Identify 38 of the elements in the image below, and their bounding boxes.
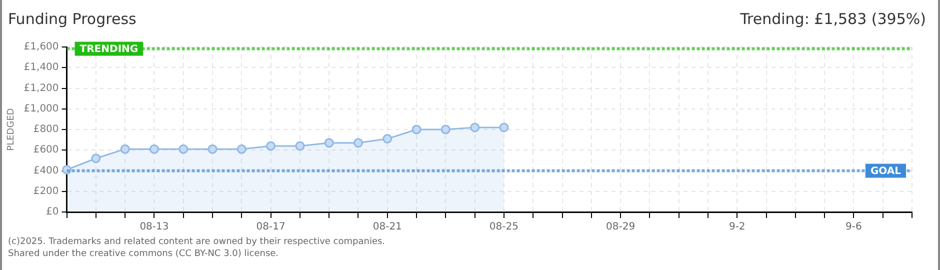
x-tick-label: 08-17 [256, 222, 286, 233]
y-tick-label: £200 [33, 186, 59, 197]
point [412, 124, 422, 134]
y-tick-label: £1,000 [24, 103, 59, 114]
text: Trending: £1,583 (395%) [740, 10, 926, 28]
point [236, 144, 246, 154]
point [353, 138, 363, 148]
x-tick-label: 08-29 [606, 222, 636, 233]
x-tick-label: 08-13 [140, 222, 169, 233]
point [178, 144, 188, 154]
y-tick-label: £600 [33, 144, 59, 156]
y-tick-label: £400 [33, 165, 59, 176]
y-tick-label: £0 [46, 206, 59, 218]
text: (c)2025. Trademarks and related content are owned by their respective companies. [8, 236, 386, 248]
chart-title: Funding Progress [8, 10, 136, 28]
ref-line-label: TRENDING [80, 44, 138, 55]
point [208, 144, 218, 154]
y-tick-label: £1,400 [24, 62, 59, 74]
x-tick-label: 08-21 [372, 222, 402, 233]
point [149, 144, 159, 154]
x-tick-label: 08-25 [489, 222, 518, 233]
point [382, 134, 392, 144]
x-tick-label: 9-6 [846, 222, 862, 233]
point [91, 154, 101, 164]
point [120, 144, 130, 154]
point [440, 124, 450, 134]
point [266, 141, 276, 151]
y-tick-label: £800 [33, 124, 59, 136]
point [324, 138, 334, 148]
point [295, 141, 305, 151]
y-tick-label: £1,600 [24, 42, 59, 53]
x-tick-label: 9-2 [728, 222, 746, 233]
y-tick-label: £1,200 [24, 82, 59, 94]
y-axis-title: PLEDGED [6, 108, 17, 151]
text: Shared under the creative commons (CC BY-NC 3.0) license. [8, 248, 280, 260]
point [470, 122, 480, 132]
point [499, 122, 509, 132]
ref-line-label: GOAL [870, 166, 902, 177]
